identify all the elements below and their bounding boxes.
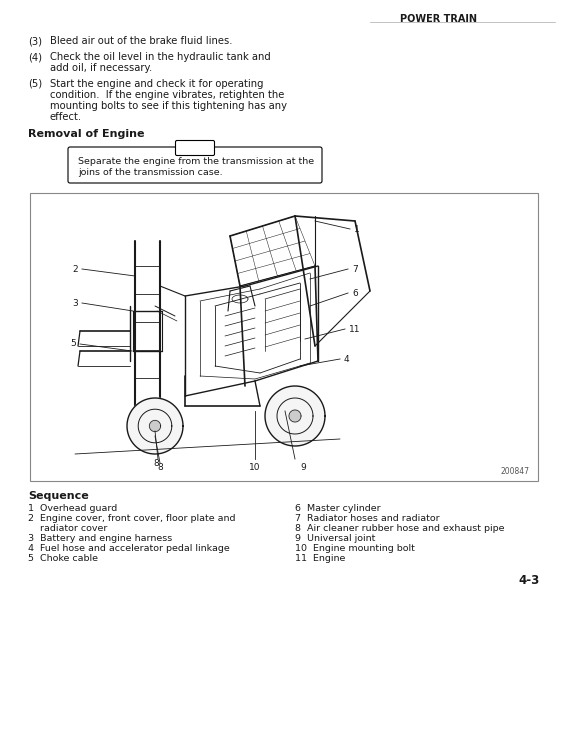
Text: 200847: 200847 [501, 467, 530, 476]
Text: 2: 2 [72, 264, 78, 274]
Text: (3): (3) [28, 36, 42, 46]
Text: 3  Battery and engine harness: 3 Battery and engine harness [28, 534, 172, 543]
Text: 4-3: 4-3 [519, 574, 540, 587]
Text: 9  Universal joint: 9 Universal joint [295, 534, 376, 543]
Text: (4): (4) [28, 52, 42, 62]
Text: 5  Choke cable: 5 Choke cable [28, 554, 98, 563]
Text: Separate the engine from the transmission at the: Separate the engine from the transmissio… [78, 157, 314, 166]
Text: POWER TRAIN: POWER TRAIN [400, 14, 477, 24]
Text: Removal of Engine: Removal of Engine [28, 129, 145, 139]
Text: Sequence: Sequence [28, 491, 89, 501]
Text: mounting bolts to see if this tightening has any: mounting bolts to see if this tightening… [50, 101, 287, 111]
Text: condition.  If the engine vibrates, retighten the: condition. If the engine vibrates, retig… [50, 90, 284, 100]
Text: 3: 3 [72, 299, 78, 307]
Text: Start the engine and check it for operating: Start the engine and check it for operat… [50, 79, 263, 89]
FancyBboxPatch shape [68, 147, 322, 183]
Text: radiator cover: radiator cover [28, 524, 108, 533]
Text: add oil, if necessary.: add oil, if necessary. [50, 63, 152, 73]
Text: 8: 8 [153, 458, 159, 468]
Polygon shape [289, 410, 301, 422]
Text: 6: 6 [352, 288, 358, 297]
Text: 11  Engine: 11 Engine [295, 554, 345, 563]
Text: Bleed air out of the brake fluid lines.: Bleed air out of the brake fluid lines. [50, 36, 233, 46]
Text: 6  Master cylinder: 6 Master cylinder [295, 504, 381, 513]
Text: 1: 1 [354, 225, 360, 234]
Text: 7: 7 [352, 264, 358, 274]
Text: NOTE: NOTE [181, 147, 209, 156]
Text: 4: 4 [344, 354, 349, 364]
Text: 8  Air cleaner rubber hose and exhaust pipe: 8 Air cleaner rubber hose and exhaust pi… [295, 524, 505, 533]
Text: 9: 9 [300, 463, 306, 472]
Polygon shape [127, 398, 183, 454]
Text: Check the oil level in the hydraulic tank and: Check the oil level in the hydraulic tan… [50, 52, 271, 62]
Text: 2  Engine cover, front cover, floor plate and: 2 Engine cover, front cover, floor plate… [28, 514, 236, 523]
Polygon shape [150, 420, 160, 432]
Text: (5): (5) [28, 79, 42, 89]
Text: 10: 10 [249, 463, 261, 472]
Text: 8: 8 [157, 463, 163, 472]
Polygon shape [265, 386, 325, 446]
FancyBboxPatch shape [175, 141, 215, 155]
Text: effect.: effect. [50, 112, 82, 122]
Text: 5: 5 [70, 340, 76, 348]
Text: 4  Fuel hose and accelerator pedal linkage: 4 Fuel hose and accelerator pedal linkag… [28, 544, 230, 553]
Text: joins of the transmission case.: joins of the transmission case. [78, 168, 222, 177]
Text: 1  Overhead guard: 1 Overhead guard [28, 504, 117, 513]
Text: 11: 11 [349, 324, 361, 334]
Text: 7  Radiator hoses and radiator: 7 Radiator hoses and radiator [295, 514, 440, 523]
Text: 10  Engine mounting bolt: 10 Engine mounting bolt [295, 544, 415, 553]
Bar [30, 193, 538, 481]
